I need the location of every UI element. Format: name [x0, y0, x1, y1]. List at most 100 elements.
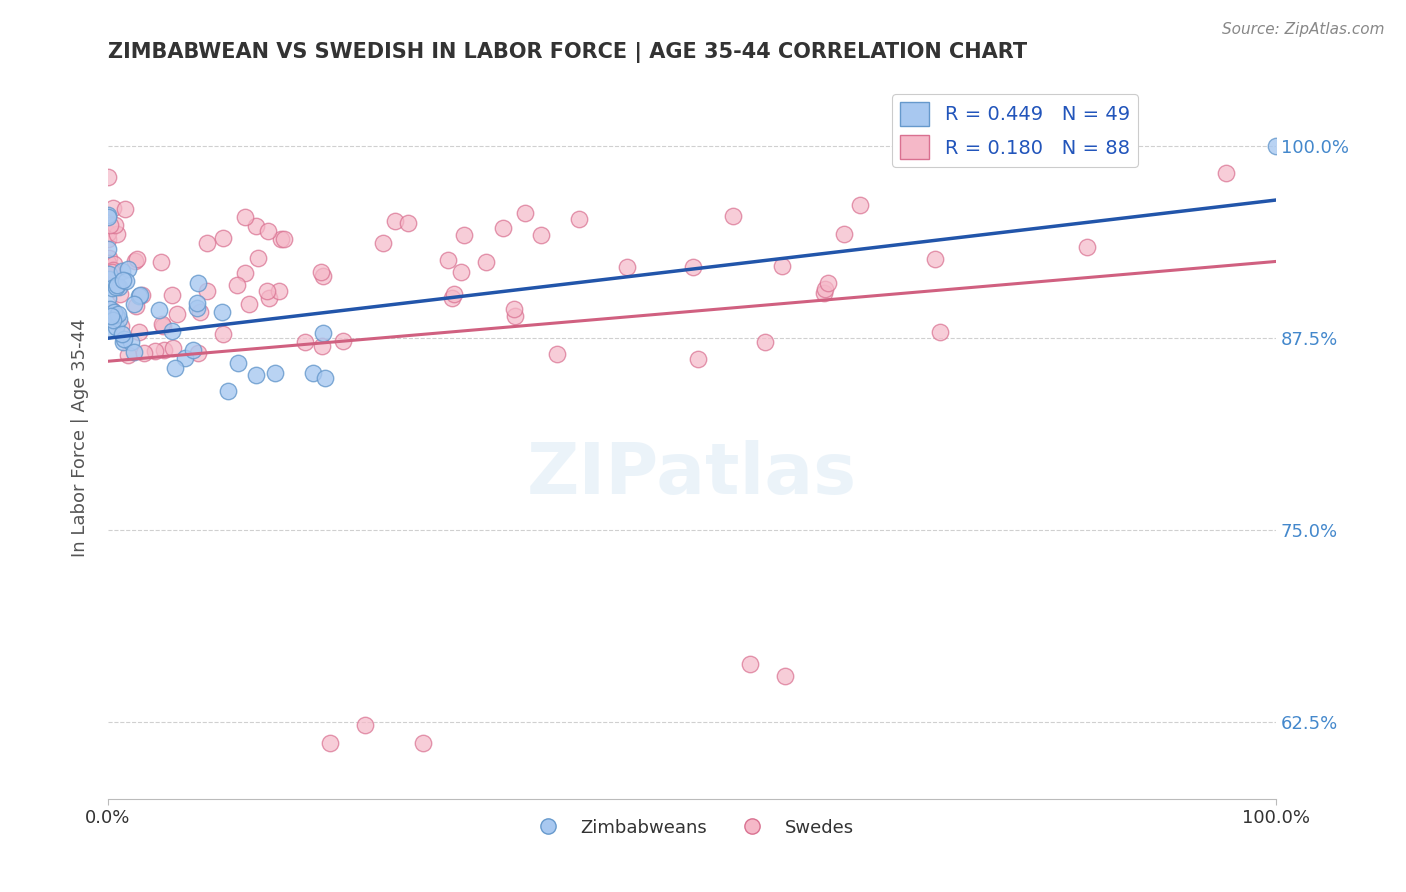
Point [264, 366, 287, 380]
Point [97, 232, 120, 246]
Point [101, 201, 124, 215]
Point [770, 259, 793, 273]
Point [436, 252, 458, 267]
Point [101, 303, 124, 318]
Point [441, 291, 464, 305]
Point [721, 209, 744, 223]
Point [97, 271, 120, 285]
Point [100, 307, 122, 321]
Point [181, 343, 204, 357]
Point [475, 255, 498, 269]
Point [97, 170, 120, 185]
Point [187, 345, 209, 359]
Point [112, 334, 135, 349]
Point [754, 335, 776, 350]
Point [105, 308, 128, 322]
Point [928, 325, 950, 339]
Point [128, 288, 150, 302]
Point [294, 335, 316, 350]
Point [111, 272, 134, 286]
Point [186, 296, 208, 310]
Point [97, 210, 120, 224]
Point [371, 236, 394, 251]
Point [245, 368, 267, 383]
Point [117, 261, 139, 276]
Point [233, 266, 256, 280]
Point [546, 347, 568, 361]
Text: Source: ZipAtlas.com: Source: ZipAtlas.com [1222, 22, 1385, 37]
Legend: Zimbabweans, Swedes: Zimbabweans, Swedes [523, 812, 862, 844]
Point [128, 288, 150, 302]
Point [97, 208, 120, 222]
Point [502, 301, 524, 316]
Point [110, 264, 132, 278]
Point [97, 291, 120, 305]
Point [122, 345, 145, 359]
Point [682, 260, 704, 274]
Point [104, 218, 127, 232]
Point [100, 280, 122, 294]
Point [686, 351, 709, 366]
Point [849, 197, 872, 211]
Point [267, 284, 290, 298]
Point [108, 280, 131, 294]
Point [228, 356, 250, 370]
Point [354, 718, 377, 732]
Point [98, 302, 121, 317]
Point [384, 214, 406, 228]
Point [443, 287, 465, 301]
Point [319, 736, 342, 750]
Point [740, 657, 762, 671]
Point [450, 265, 472, 279]
Point [246, 252, 269, 266]
Point [108, 312, 131, 326]
Point [212, 326, 235, 341]
Point [98, 251, 121, 265]
Point [120, 335, 142, 350]
Point [103, 257, 125, 271]
Point [97, 255, 120, 269]
Point [302, 367, 325, 381]
Point [503, 309, 526, 323]
Point [108, 286, 131, 301]
Y-axis label: In Labor Force | Age 35-44: In Labor Force | Age 35-44 [72, 318, 89, 558]
Point [97, 268, 120, 282]
Point [453, 227, 475, 242]
Point [332, 334, 354, 348]
Point [492, 221, 515, 235]
Point [112, 332, 135, 346]
Point [245, 219, 267, 233]
Point [1215, 166, 1237, 180]
Point [97, 242, 120, 256]
Point [122, 296, 145, 310]
Point [143, 343, 166, 358]
Point [238, 297, 260, 311]
Point [174, 351, 197, 365]
Point [188, 305, 211, 319]
Point [105, 227, 128, 241]
Point [101, 265, 124, 279]
Point [186, 301, 208, 316]
Point [160, 288, 183, 302]
Point [218, 384, 240, 398]
Point [396, 215, 419, 229]
Point [273, 232, 295, 246]
Point [111, 327, 134, 342]
Point [115, 274, 138, 288]
Point [128, 326, 150, 340]
Point [132, 346, 155, 360]
Point [107, 307, 129, 321]
Point [817, 276, 839, 290]
Point [103, 304, 125, 318]
Point [162, 341, 184, 355]
Point [105, 320, 128, 334]
Point [150, 317, 173, 331]
Point [98, 218, 121, 232]
Point [775, 669, 797, 683]
Point [110, 319, 132, 334]
Point [257, 292, 280, 306]
Point [131, 288, 153, 302]
Point [163, 360, 186, 375]
Point [256, 284, 278, 298]
Point [105, 279, 128, 293]
